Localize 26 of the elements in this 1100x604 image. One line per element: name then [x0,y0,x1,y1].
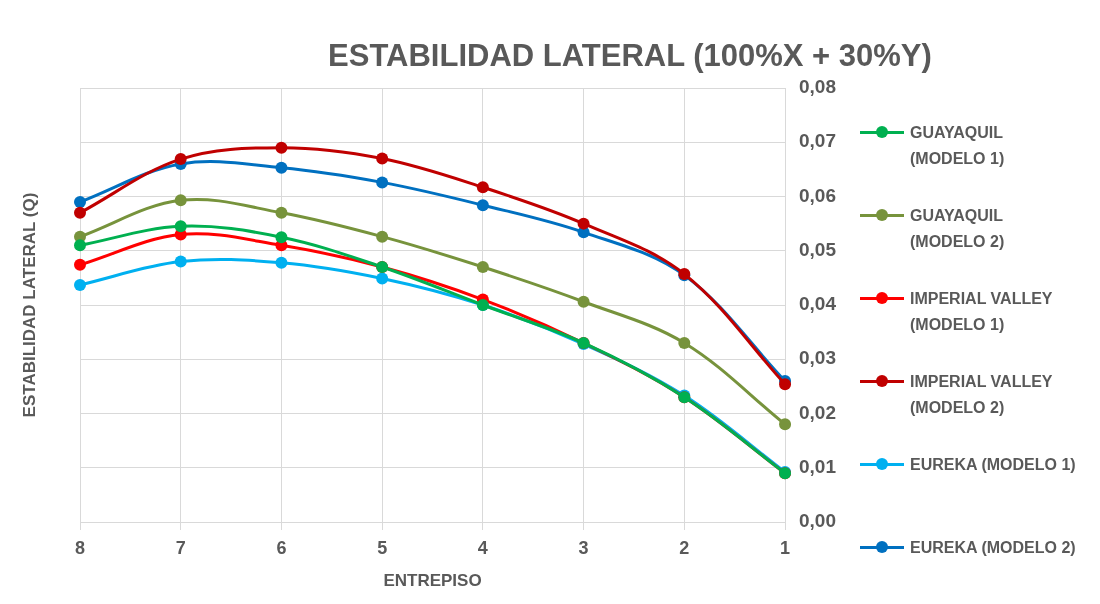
x-tick-label: 7 [175,537,186,558]
y-tick-label: 0,06 [799,184,836,206]
y-axis-title: ESTABILIDAD LATERAL (Q) [19,192,39,418]
y-tick-label: 0,07 [799,130,836,152]
x-axis-title: ENTREPISO [383,571,482,591]
x-tick-label: 4 [477,537,488,558]
x-tick-label: 8 [74,537,86,558]
x-tick-label: 3 [578,537,589,558]
y-tick-label: 0,01 [799,455,837,477]
legend-label: IMPERIAL VALLEY (MODELO 1) [910,289,1054,335]
legend-label: GUAYAQUIL (MODELO 1) [910,123,1006,169]
y-tick-label: 0,02 [799,401,836,423]
x-tick-label: 6 [276,537,287,558]
x-tick-label: 1 [780,537,791,558]
legend-label: IMPERIAL VALLEY (MODELO 2) [910,372,1054,418]
y-tick-label: 0,04 [799,293,837,315]
legend-label: EUREKA (MODELO 1) [910,455,1077,475]
legend-label: EUREKA (MODELO 2) [910,538,1077,558]
y-tick-label: 0,08 [799,76,836,98]
chart-title: ESTABILIDAD LATERAL (100%X + 30%Y) [327,38,933,74]
y-tick-label: 0,03 [799,347,836,369]
x-tick-label: 2 [679,537,690,558]
legend-label: GUAYAQUIL (MODELO 2) [910,206,1006,252]
y-tick-label: 0,00 [799,510,836,532]
y-tick-label: 0,05 [799,238,837,260]
x-tick-label: 5 [377,537,388,558]
